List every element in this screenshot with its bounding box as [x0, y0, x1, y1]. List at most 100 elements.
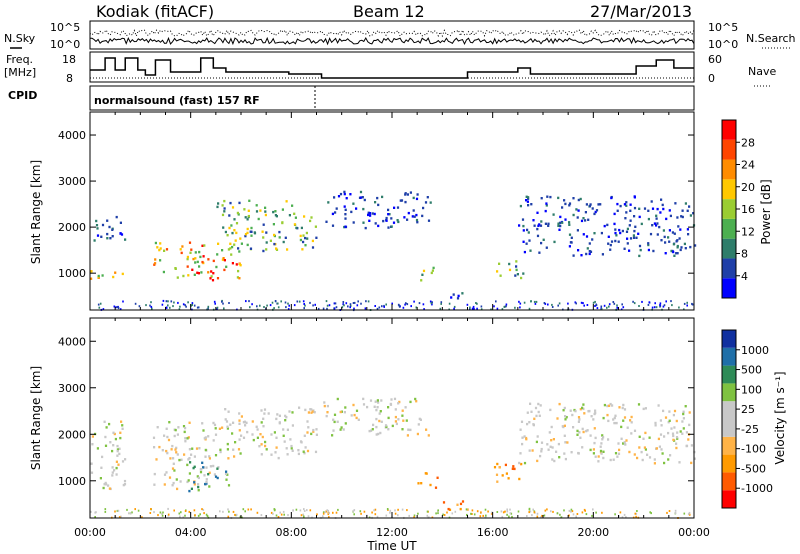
velocity-cell	[570, 510, 572, 513]
power-cell	[229, 247, 232, 250]
power-cell	[145, 304, 147, 307]
velocity-cell	[369, 399, 373, 402]
power-cell	[225, 265, 228, 268]
power-cell	[124, 238, 127, 241]
nsky-trace	[90, 36, 695, 46]
power-cell	[381, 305, 383, 308]
velocity-cell	[216, 476, 219, 480]
power-cell	[369, 214, 372, 217]
velocity-cell	[202, 429, 205, 432]
power-cell	[119, 232, 122, 235]
velocity-cell	[238, 422, 241, 425]
velocity-cell	[91, 435, 94, 438]
velocity-cell	[189, 461, 192, 464]
velocity-colorbar-label: 500	[741, 364, 762, 377]
velocity-cell	[660, 448, 663, 451]
velocity-cell	[184, 514, 186, 517]
velocity-cell	[119, 431, 122, 434]
power-cell	[90, 270, 93, 273]
power-cell	[626, 237, 629, 240]
velocity-cell	[175, 451, 178, 454]
power-cell	[678, 237, 681, 240]
velocity-cell	[530, 410, 533, 413]
power-cell	[187, 301, 189, 304]
power-cell	[616, 202, 619, 206]
power-cell	[629, 237, 633, 240]
power-cell	[211, 279, 215, 282]
velocity-cell	[397, 508, 399, 511]
velocity-cell	[201, 508, 203, 511]
velocity-cell	[638, 435, 641, 438]
velocity-cell	[157, 514, 159, 517]
velocity-cell	[300, 441, 303, 444]
power-cell	[280, 300, 282, 303]
velocity-cells	[90, 397, 696, 519]
velocity-cell	[183, 430, 186, 434]
velocity-cell	[256, 428, 259, 431]
velocity-cell	[394, 512, 397, 515]
velocity-cell	[353, 509, 356, 512]
velocity-cell	[606, 413, 609, 417]
velocity-cell	[96, 447, 99, 450]
velocity-cell	[612, 418, 615, 421]
power-cell	[671, 231, 674, 234]
velocity-cell	[204, 455, 207, 458]
velocity-cell	[214, 454, 218, 457]
velocity-cell	[238, 419, 241, 422]
power-cell	[364, 307, 367, 310]
velocity-cell	[197, 476, 200, 480]
velocity-cell	[528, 421, 531, 424]
power-cell	[240, 242, 243, 245]
power-cell	[616, 209, 619, 212]
nave-tick-top: 60	[708, 53, 722, 66]
velocity-cell	[574, 409, 577, 413]
velocity-cell	[646, 453, 649, 456]
velocity-cell	[355, 409, 359, 412]
velocity-cell	[417, 482, 420, 485]
velocity-cell	[378, 419, 381, 423]
velocity-cell	[414, 397, 417, 401]
velocity-cell	[576, 513, 579, 515]
velocity-cell	[182, 516, 185, 519]
velocity-cell	[563, 509, 565, 512]
velocity-cell	[187, 479, 190, 482]
velocity-cell	[563, 452, 566, 455]
velocity-cell	[506, 510, 509, 513]
power-cell	[568, 233, 572, 236]
velocity-cell	[259, 433, 262, 436]
power-cell	[281, 221, 284, 224]
power-cell	[533, 224, 536, 227]
power-cell	[638, 215, 641, 219]
power-cell	[207, 305, 210, 308]
velocity-cell	[120, 515, 122, 518]
velocity-cell	[479, 515, 482, 518]
cpid-strip: CPID normalsound (fast) 157 RF	[8, 85, 695, 111]
velocity-cell	[357, 418, 360, 421]
velocity-cell	[504, 463, 507, 467]
power-cell	[574, 301, 577, 304]
power-cell	[207, 258, 210, 261]
velocity-cell	[581, 427, 584, 431]
velocity-cell	[471, 513, 473, 515]
power-colorbar-swatch	[722, 258, 736, 279]
velocity-cell	[226, 448, 229, 451]
velocity-cell	[302, 513, 304, 516]
power-cell	[206, 308, 209, 311]
velocity-cell	[291, 411, 294, 414]
velocity-cell	[224, 408, 227, 411]
power-cell	[676, 216, 679, 219]
power-cell	[186, 255, 189, 259]
power-cell	[559, 215, 562, 219]
power-cell	[249, 306, 251, 309]
power-cell	[215, 265, 218, 269]
power-cell	[339, 192, 343, 196]
velocity-cell	[117, 509, 120, 512]
velocity-cell	[625, 439, 628, 442]
power-cell	[633, 215, 636, 218]
power-cell	[116, 306, 118, 309]
power-cell	[101, 223, 105, 227]
velocity-cell	[120, 420, 123, 423]
velocity-cell	[184, 426, 187, 430]
power-cell	[325, 300, 328, 303]
